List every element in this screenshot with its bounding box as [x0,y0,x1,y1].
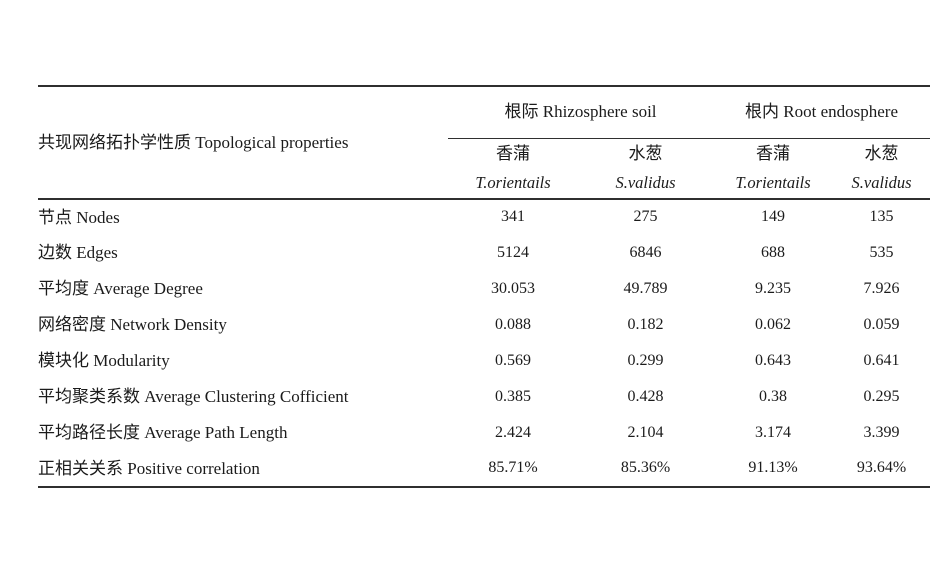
column-header-cn-4: 水葱 [864,143,899,163]
cell-value: 91.13% [748,459,798,477]
cell-value: 2.104 [627,423,664,441]
row-label: 网络密度 Network Density [38,315,227,335]
cell-value: 0.059 [863,315,900,333]
cell-value: 0.295 [863,387,900,405]
cell-value: 3.399 [863,423,900,441]
cell-value: 688 [761,243,786,261]
cell-value: 275 [633,208,658,226]
cell-value: 535 [869,243,894,261]
row-label: 平均度 Average Degree [38,279,203,299]
cell-value: 0.385 [495,387,531,405]
cell-value: 6846 [629,243,662,261]
table-row-average-degree: 平均度 Average Degree 30.053 49.789 9.235 7… [38,271,930,307]
cell-value: 341 [501,208,525,226]
cell-value: 0.569 [495,351,531,369]
cell-value: 0.299 [627,351,664,369]
species-cn-header-row: 香蒲 水葱 香蒲 水葱 [38,138,930,169]
table-row-network-density: 网络密度 Network Density 0.088 0.182 0.062 0… [38,307,930,343]
row-label: 平均路径长度 Average Path Length [38,423,288,443]
table-header: 共现网络拓扑学性质 Topological properties 根际 Rhiz… [38,86,931,199]
row-label: 平均聚类系数 Average Clustering Cofficient [38,387,349,407]
cell-value: 30.053 [491,279,535,297]
cell-value: 49.789 [623,279,668,297]
table-row-average-path-length: 平均路径长度 Average Path Length 2.424 2.104 3… [38,415,930,451]
cell-value: 0.38 [759,387,788,405]
group-header-rhizosphere-soil: 根际 Rhizosphere soil [448,86,714,139]
cell-value: 7.926 [863,279,900,297]
group-header-row: 共现网络拓扑学性质 Topological properties 根际 Rhiz… [38,86,931,152]
cell-value: 85.71% [488,459,538,477]
cell-value: 3.174 [755,423,792,441]
cell-value: 93.64% [856,459,907,477]
cell-value: 5124 [497,243,529,261]
column-header-cn-3: 香蒲 [756,143,791,163]
column-header-latin-2: S.validus [615,173,676,193]
cell-value: 0.643 [755,351,792,369]
row-label: 正相关关系 Positive correlation [38,458,260,478]
table-body: 节点 Nodes 341 275 149 135 边数 Edges 5124 6… [38,199,930,487]
cell-value: 0.062 [755,315,792,333]
cell-value: 0.641 [863,351,900,369]
topological-properties-table: 共现网络拓扑学性质 Topological properties 根际 Rhiz… [38,85,931,488]
group-header-root-endosphere: 根内 Root endosphere [713,86,931,139]
row-label: 节点 Nodes [38,207,120,227]
cell-value: 2.424 [495,423,531,441]
column-header-latin-1: T.orientails [475,173,551,193]
row-label: 边数 Edges [38,243,118,263]
cell-value: 0.182 [627,315,664,333]
table-row-average-clustering-cofficient: 平均聚类系数 Average Clustering Cofficient 0.3… [38,379,930,415]
column-header-cn-1: 香蒲 [496,143,530,163]
cell-value: 0.088 [495,315,531,333]
corner-header: 共现网络拓扑学性质 Topological properties [38,132,349,152]
column-header-latin-4: S.validus [851,173,912,193]
cell-value: 85.36% [620,459,671,477]
species-latin-header-row: T.orientails S.validus T.orientails S.va… [38,169,930,199]
table-row-modularity: 模块化 Modularity 0.569 0.299 0.643 0.641 [38,343,930,379]
row-label: 模块化 Modularity [38,351,170,371]
cell-value: 0.428 [627,387,664,405]
table-row-edges: 边数 Edges 5124 6846 688 535 [38,235,930,271]
column-header-cn-2: 水葱 [628,143,663,163]
column-header-latin-3: T.orientails [735,173,811,193]
table-row-nodes: 节点 Nodes 341 275 149 135 [38,199,930,235]
cell-value: 135 [869,208,894,226]
cell-value: 9.235 [755,279,792,297]
table-row-positive-correlation: 正相关关系 Positive correlation 85.71% 85.36%… [38,451,930,487]
cell-value: 149 [761,208,786,226]
